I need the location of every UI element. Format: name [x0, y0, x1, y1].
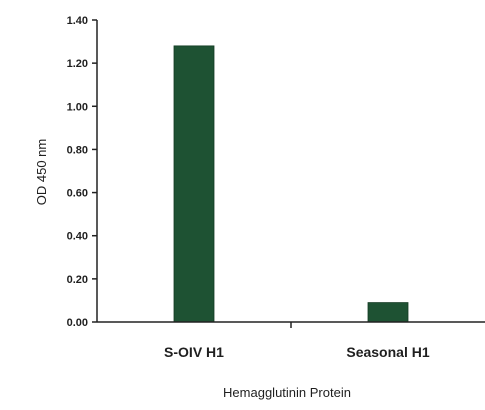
x-category-label: S-OIV H1 [164, 344, 224, 360]
y-tick-label: 1.40 [67, 15, 88, 27]
bar-s-oiv-h1 [173, 45, 215, 323]
y-ticks-layer: 0.00 0.20 0.40 0.60 0.80 1.00 1.20 1.40 [67, 15, 97, 329]
y-tick-label: 0.00 [67, 317, 88, 329]
y-axis-title: OD 450 nm [34, 139, 49, 205]
y-tick-label: 1.00 [67, 101, 88, 113]
bar-seasonal-h1 [367, 302, 409, 323]
y-tick-label: 0.80 [67, 144, 88, 156]
y-tick-label: 0.60 [67, 188, 88, 200]
y-tick-label: 1.20 [67, 58, 88, 70]
bars-layer [173, 45, 409, 323]
x-axis-title: Hemagglutinin Protein [223, 385, 351, 400]
y-tick-label: 0.40 [67, 231, 88, 243]
x-ticks-layer: S-OIV H1 Seasonal H1 [164, 322, 430, 360]
y-tick-label: 0.20 [67, 274, 88, 286]
x-category-label: Seasonal H1 [346, 344, 429, 360]
